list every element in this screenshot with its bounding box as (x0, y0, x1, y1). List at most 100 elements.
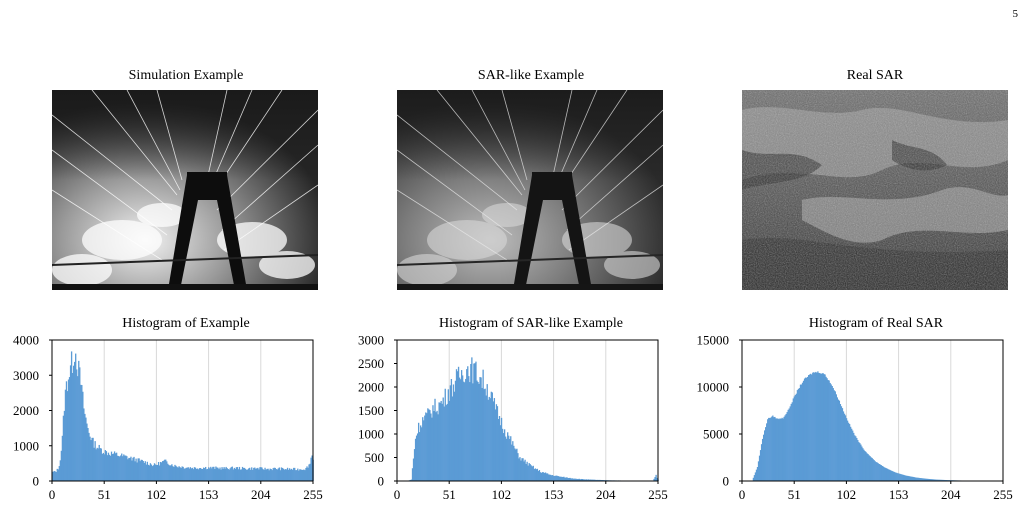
histogram-bar (294, 467, 296, 481)
histogram-bar (515, 449, 517, 481)
histogram-bar (909, 476, 911, 481)
histogram-bar (188, 468, 190, 481)
histogram-bar (813, 372, 815, 481)
histogram-bar (925, 478, 928, 481)
histogram-bar (456, 371, 459, 481)
histogram-bar (279, 470, 282, 481)
histogram-bar (66, 391, 69, 481)
histogram-bar (55, 472, 57, 481)
x-tick-label: 255 (648, 487, 668, 502)
histogram-bar (476, 380, 478, 481)
histogram-bar (541, 472, 544, 481)
chart-title: Histogram of Real SAR (809, 316, 944, 331)
histogram-bar (53, 470, 55, 481)
histogram-bar (236, 467, 239, 481)
y-tick-label: 1500 (358, 403, 384, 418)
histogram-bar (866, 453, 868, 481)
histogram-bar (905, 475, 907, 481)
y-tick-label: 3000 (358, 333, 384, 348)
x-tick-label: 204 (941, 487, 961, 502)
histogram-bar (917, 477, 919, 481)
histogram-bar (415, 435, 418, 481)
histogram-bar (865, 451, 867, 481)
histogram-bar (788, 408, 790, 481)
histogram-bar (123, 454, 125, 481)
histogram-bar (582, 479, 585, 481)
histogram-bar (189, 467, 191, 481)
histogram-bar (482, 369, 484, 481)
histogram-bar (424, 415, 426, 481)
histogram-bar (877, 463, 879, 481)
histogram-bar (165, 459, 167, 481)
histogram-bar (169, 465, 171, 481)
histogram-bar (831, 386, 833, 481)
histogram-bar (100, 448, 102, 481)
histogram-bar (533, 468, 535, 481)
histogram-bar (783, 416, 785, 481)
histogram-bar (828, 380, 830, 481)
histogram-bar (889, 470, 892, 481)
histogram-bar (933, 479, 936, 481)
histogram-bar (207, 468, 209, 481)
histogram-bar (538, 470, 541, 481)
histogram-bar (241, 466, 244, 481)
histogram-bar (480, 377, 482, 481)
histogram-bar (830, 384, 832, 481)
histogram-bar (430, 413, 432, 481)
histogram-bar (545, 473, 548, 481)
histogram-bar (509, 438, 511, 481)
histogram-bar (466, 369, 468, 481)
histogram-bar (526, 461, 528, 481)
histogram-bar (767, 419, 769, 481)
histogram-bar (901, 474, 903, 481)
histogram-bar (887, 469, 890, 481)
histogram-bar (286, 467, 289, 481)
histogram-bar (594, 479, 596, 481)
histogram-bar (423, 420, 425, 481)
histogram-bar (499, 425, 502, 481)
histogram-bar (540, 472, 543, 481)
histogram-bar (81, 385, 83, 481)
histogram-bar (774, 416, 776, 481)
histogram-bar (252, 469, 254, 481)
histogram-bar (843, 413, 846, 481)
histogram-bar (772, 415, 774, 481)
histogram-bar (262, 469, 264, 481)
histogram-bar (784, 415, 786, 481)
histogram-bar (578, 478, 580, 481)
histogram-bar (69, 365, 72, 481)
histogram-bar (106, 455, 109, 481)
histogram-bar (88, 432, 90, 481)
histogram-bar (928, 478, 931, 481)
histogram-bar (858, 442, 860, 481)
histogram-bar (568, 477, 570, 481)
histogram-bar (112, 453, 115, 481)
histogram-bar (502, 433, 505, 481)
histogram-bar (439, 402, 441, 481)
histogram-bar (888, 469, 891, 481)
histogram-bar (208, 467, 210, 481)
histogram-bar (143, 462, 145, 481)
histogram-bar (487, 399, 489, 481)
histogram-bar (59, 460, 61, 481)
histogram-bars (407, 357, 659, 481)
histogram-bar (56, 468, 58, 481)
histogram-bar (444, 388, 446, 481)
histogram-bar (271, 470, 273, 481)
histogram-bar (471, 357, 473, 481)
histogram-bar (655, 474, 657, 481)
histogram-bar (840, 406, 843, 481)
histogram-bar (171, 464, 173, 481)
histogram-bar (903, 474, 905, 481)
histogram-bar (196, 468, 199, 481)
x-tick-label: 0 (739, 487, 746, 502)
histogram-bar (577, 478, 579, 481)
histogram-bar (803, 378, 806, 481)
histogram-bar (65, 381, 68, 481)
histogram-bar (518, 458, 520, 481)
histogram-bar (244, 468, 247, 481)
histogram-bar (486, 384, 488, 481)
histogram-bar (915, 477, 917, 481)
histogram-bar (559, 476, 561, 481)
histogram-bar (306, 466, 308, 481)
